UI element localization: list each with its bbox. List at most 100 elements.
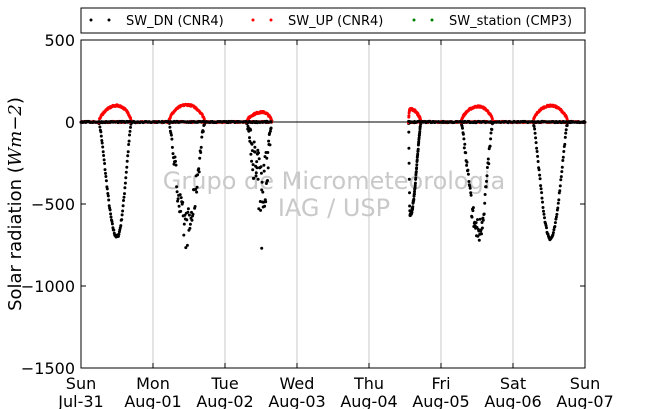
sw-dn-point — [465, 160, 469, 164]
sw-dn-point — [186, 207, 190, 211]
legend-marker — [89, 18, 93, 22]
sw-dn-point — [104, 175, 108, 178]
sw-dn-point — [112, 228, 116, 232]
y-tick-label: 0 — [65, 113, 75, 132]
sw-dn-point — [109, 212, 113, 216]
legend-item: SW_DN (CNR4) — [89, 14, 224, 29]
legend-items: SW_DN (CNR4) SW_UP (CNR4) SW_station (CMP3… — [89, 14, 572, 29]
sw-dn-point — [545, 226, 548, 230]
sw-dn-point — [191, 212, 195, 216]
sw-dn-point — [265, 156, 269, 160]
sw-dn-point — [199, 151, 203, 154]
sw-dn-point — [411, 205, 415, 209]
sw-dn-point — [465, 163, 469, 167]
sw-dn-point — [268, 129, 272, 133]
sw-dn-point — [198, 156, 202, 160]
sw-dn-point — [182, 233, 186, 237]
sw-dn-point — [415, 166, 419, 170]
sw-dn-point — [176, 197, 180, 201]
sw-dn-point — [117, 232, 121, 236]
sw-dn-point — [466, 168, 470, 172]
sw-dn-point — [259, 171, 263, 175]
sw-dn-point — [415, 163, 419, 167]
sw-dn-point — [551, 231, 555, 235]
sw-dn-point — [462, 137, 466, 141]
sw-dn-point — [123, 192, 126, 196]
sw-dn-point — [476, 218, 479, 222]
sw-dn-point — [121, 209, 125, 213]
sw-dn-point — [190, 218, 194, 222]
sw-dn-point — [122, 199, 125, 202]
sw-dn-point — [487, 162, 491, 166]
sw-dn-point — [559, 175, 563, 179]
sw-dn-point — [559, 178, 563, 182]
x-tick-label-date: Aug-02 — [196, 392, 253, 409]
sw-dn-point — [179, 209, 183, 213]
sw-dn-point — [558, 184, 562, 188]
sw-dn-point — [262, 169, 266, 173]
sw-dn-point — [184, 246, 188, 250]
legend-label: SW_station (CMP3) — [449, 14, 572, 29]
sw-dn-point — [538, 177, 542, 181]
sw-dn-point — [99, 130, 103, 134]
sw-dn-point — [99, 134, 103, 138]
x-tick-label-day: Tue — [210, 374, 238, 393]
sw-dn-point — [484, 185, 488, 189]
sw-dn-point — [104, 171, 107, 175]
sw-dn-point — [539, 187, 543, 191]
sw-dn-point — [126, 150, 130, 154]
sw-dn-point — [107, 198, 111, 202]
sw-dn-point — [553, 225, 557, 228]
sw-dn-point — [127, 139, 131, 143]
sw-dn-point — [469, 193, 473, 197]
sw-dn-point — [481, 218, 485, 222]
sw-dn-point — [119, 224, 123, 228]
sw-dn-point — [168, 125, 172, 129]
sw-dn-point — [417, 136, 421, 140]
sw-dn-point — [269, 126, 273, 130]
sw-dn-point — [533, 131, 537, 135]
sw-dn-point — [98, 125, 102, 129]
sw-dn-point — [256, 177, 260, 181]
sw-dn-point — [185, 243, 189, 247]
sw-dn-point — [188, 222, 192, 226]
sw-dn-point — [486, 157, 490, 161]
x-tick-label-day: Sat — [500, 374, 526, 393]
sw-dn-point — [178, 193, 182, 197]
sw-dn-point — [535, 146, 539, 150]
sw-dn-point — [485, 179, 488, 183]
sw-dn-point — [467, 180, 471, 183]
y-tick-label: −1000 — [21, 277, 75, 296]
sw-dn-point — [110, 220, 114, 223]
sw-dn-point — [174, 163, 178, 167]
sw-dn-point — [249, 152, 253, 156]
sw-dn-point — [565, 124, 569, 127]
sw-dn-point — [188, 226, 192, 230]
sw-dn-point — [532, 124, 536, 128]
sw-dn-point — [416, 152, 420, 156]
sw-dn-point — [482, 212, 486, 216]
sw-dn-point — [249, 128, 253, 132]
sw-dn-point — [126, 154, 130, 158]
sw-dn-point — [561, 155, 565, 159]
sw-dn-point — [263, 204, 267, 208]
sw-dn-point — [464, 151, 468, 155]
sw-dn-point — [541, 200, 544, 204]
sw-dn-point — [539, 184, 543, 188]
x-tick-label-day: Mon — [136, 374, 170, 393]
sw-dn-point — [255, 160, 259, 164]
sw-dn-point — [412, 192, 416, 196]
sw-dn-point — [557, 198, 561, 202]
sw-dn-point — [540, 196, 544, 200]
watermark-line-1: Grupo de Micrometeorologia — [163, 167, 505, 195]
sw-dn-point — [469, 191, 473, 195]
sw-dn-point — [121, 204, 125, 208]
sw-dn-point — [197, 167, 201, 171]
legend-item: SW_UP (CNR4) — [251, 14, 383, 29]
x-tick-label-date: Jul-31 — [57, 392, 103, 409]
sw-dn-point — [123, 181, 127, 185]
sw-dn-point — [108, 208, 112, 212]
watermark-line-2: IAG / USP — [278, 194, 390, 222]
sw-dn-point — [104, 179, 108, 183]
